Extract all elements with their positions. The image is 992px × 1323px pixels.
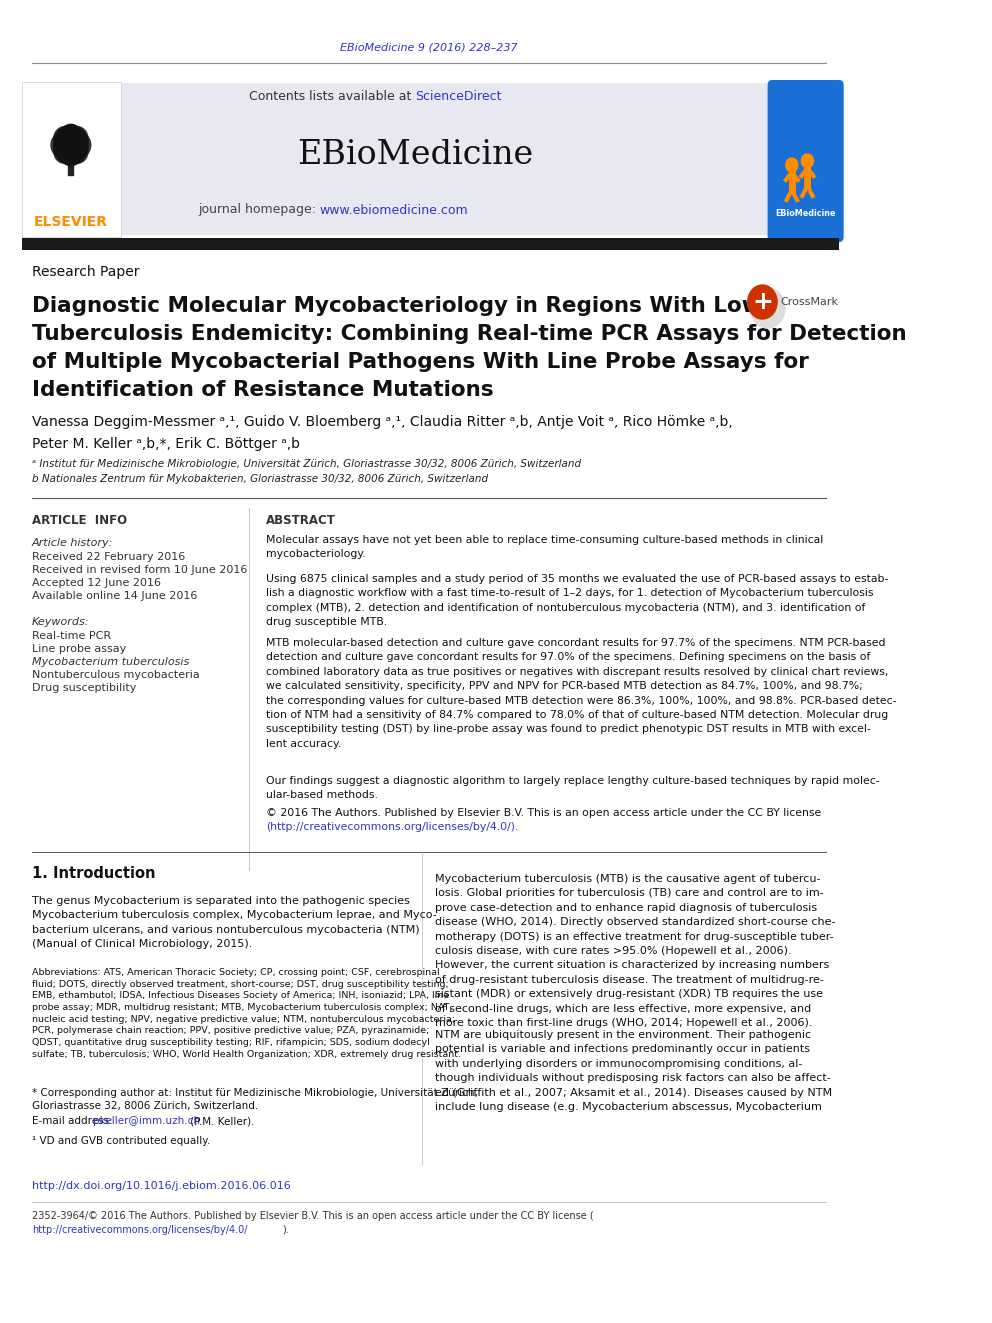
Text: Identification of Resistance Mutations: Identification of Resistance Mutations: [32, 380, 494, 400]
Circle shape: [54, 139, 74, 163]
Text: Research Paper: Research Paper: [32, 265, 140, 279]
Text: Drug susceptibility: Drug susceptibility: [32, 683, 136, 693]
Text: CrossMark: CrossMark: [781, 296, 838, 307]
Text: 2352-3964/© 2016 The Authors. Published by Elsevier B.V. This is an open access : 2352-3964/© 2016 The Authors. Published …: [32, 1211, 594, 1221]
FancyBboxPatch shape: [768, 79, 843, 242]
Text: MTB molecular-based detection and culture gave concordant results for 97.7% of t: MTB molecular-based detection and cultur…: [266, 638, 897, 749]
Circle shape: [802, 153, 813, 168]
Text: ¹ VD and GVB contributed equally.: ¹ VD and GVB contributed equally.: [32, 1136, 210, 1146]
Text: Contents lists available at: Contents lists available at: [249, 90, 415, 102]
Text: Received in revised form 10 June 2016: Received in revised form 10 June 2016: [32, 565, 247, 576]
Circle shape: [786, 157, 798, 172]
Circle shape: [750, 288, 785, 328]
Text: * Corresponding author at: Institut für Medizinische Mikrobiologie, Universität : * Corresponding author at: Institut für …: [32, 1088, 478, 1111]
Circle shape: [70, 134, 90, 157]
Text: Molecular assays have not yet been able to replace time-consuming culture-based : Molecular assays have not yet been able …: [266, 534, 823, 560]
Text: ᵃ Institut für Medizinische Mikrobiologie, Universität Zürich, Gloriastrasse 30/: ᵃ Institut für Medizinische Mikrobiologi…: [32, 459, 581, 468]
Circle shape: [67, 127, 88, 151]
Circle shape: [54, 127, 74, 151]
Bar: [22, 238, 839, 250]
Text: The genus Mycobacterium is separated into the pathogenic species
Mycobacterium t: The genus Mycobacterium is separated int…: [32, 896, 436, 949]
Text: (http://creativecommons.org/licenses/by/4.0/).: (http://creativecommons.org/licenses/by/…: [266, 822, 519, 832]
Text: +: +: [752, 290, 773, 314]
Circle shape: [51, 134, 71, 157]
Text: journal homepage:: journal homepage:: [197, 204, 319, 217]
Text: Mycobacterium tuberculosis (MTB) is the causative agent of tubercu-
losis. Globa: Mycobacterium tuberculosis (MTB) is the …: [434, 875, 835, 1028]
Text: NTM are ubiquitously present in the environment. Their pathogenic
potential is v: NTM are ubiquitously present in the envi…: [434, 1031, 832, 1113]
FancyBboxPatch shape: [22, 82, 121, 237]
Text: Using 6875 clinical samples and a study period of 35 months we evaluated the use: Using 6875 clinical samples and a study …: [266, 574, 889, 627]
Text: www.ebiomedicine.com: www.ebiomedicine.com: [319, 204, 468, 217]
Text: Peter M. Keller ᵃ,b,*, Erik C. Böttger ᵃ,b: Peter M. Keller ᵃ,b,*, Erik C. Böttger ᵃ…: [32, 437, 300, 451]
Text: EBioMedicine: EBioMedicine: [776, 209, 836, 217]
Text: E-mail address:: E-mail address:: [32, 1117, 116, 1126]
Text: Article history:: Article history:: [32, 538, 113, 548]
Text: © 2016 The Authors. Published by Elsevier B.V. This is an open access article un: © 2016 The Authors. Published by Elsevie…: [266, 808, 821, 818]
Text: EBioMedicine 9 (2016) 228–237: EBioMedicine 9 (2016) 228–237: [340, 44, 518, 53]
Circle shape: [67, 139, 88, 163]
Text: Abbreviations: ATS, American Thoracic Society; CP, crossing point; CSF, cerebros: Abbreviations: ATS, American Thoracic So…: [32, 968, 461, 1058]
Circle shape: [61, 124, 81, 148]
Circle shape: [54, 124, 88, 165]
Text: (P.M. Keller).: (P.M. Keller).: [186, 1117, 254, 1126]
Text: EBioMedicine: EBioMedicine: [297, 139, 533, 171]
Text: Line probe assay: Line probe assay: [32, 644, 126, 654]
FancyBboxPatch shape: [57, 83, 802, 235]
Text: of Multiple Mycobacterial Pathogens With Line Probe Assays for: of Multiple Mycobacterial Pathogens With…: [32, 352, 808, 372]
Text: http://creativecommons.org/licenses/by/4.0/: http://creativecommons.org/licenses/by/4…: [32, 1225, 247, 1234]
Text: Accepted 12 June 2016: Accepted 12 June 2016: [32, 578, 161, 587]
Circle shape: [748, 284, 777, 319]
Text: Nontuberculous mycobacteria: Nontuberculous mycobacteria: [32, 669, 199, 680]
Text: http://dx.doi.org/10.1016/j.ebiom.2016.06.016: http://dx.doi.org/10.1016/j.ebiom.2016.0…: [32, 1181, 291, 1191]
Text: Real-time PCR: Real-time PCR: [32, 631, 111, 642]
Bar: [68, 153, 73, 175]
Text: ScienceDirect: ScienceDirect: [415, 90, 501, 102]
Text: Our findings suggest a diagnostic algorithm to largely replace lengthy culture-b: Our findings suggest a diagnostic algori…: [266, 777, 880, 800]
Text: Tuberculosis Endemicity: Combining Real-time PCR Assays for Detection: Tuberculosis Endemicity: Combining Real-…: [32, 324, 907, 344]
Text: Vanessa Deggim-Messmer ᵃ,¹, Guido V. Bloemberg ᵃ,¹, Claudia Ritter ᵃ,b, Antje Vo: Vanessa Deggim-Messmer ᵃ,¹, Guido V. Blo…: [32, 415, 733, 429]
Circle shape: [61, 142, 81, 165]
Text: ELSEVIER: ELSEVIER: [34, 216, 108, 229]
Text: Keywords:: Keywords:: [32, 617, 89, 627]
Text: Mycobacterium tuberculosis: Mycobacterium tuberculosis: [32, 658, 189, 667]
Text: Available online 14 June 2016: Available online 14 June 2016: [32, 591, 197, 601]
Text: ARTICLE  INFO: ARTICLE INFO: [32, 515, 127, 528]
Text: pkeller@imm.uzh.ch: pkeller@imm.uzh.ch: [93, 1117, 200, 1126]
Text: b Nationales Zentrum für Mykobakterien, Gloriastrasse 30/32, 8006 Zürich, Switze: b Nationales Zentrum für Mykobakterien, …: [32, 474, 488, 484]
Text: ABSTRACT: ABSTRACT: [266, 515, 336, 528]
Text: ).: ).: [283, 1225, 290, 1234]
Text: Received 22 February 2016: Received 22 February 2016: [32, 552, 186, 562]
Text: 1. Introduction: 1. Introduction: [32, 867, 156, 881]
Text: Diagnostic Molecular Mycobacteriology in Regions With Low: Diagnostic Molecular Mycobacteriology in…: [32, 296, 762, 316]
